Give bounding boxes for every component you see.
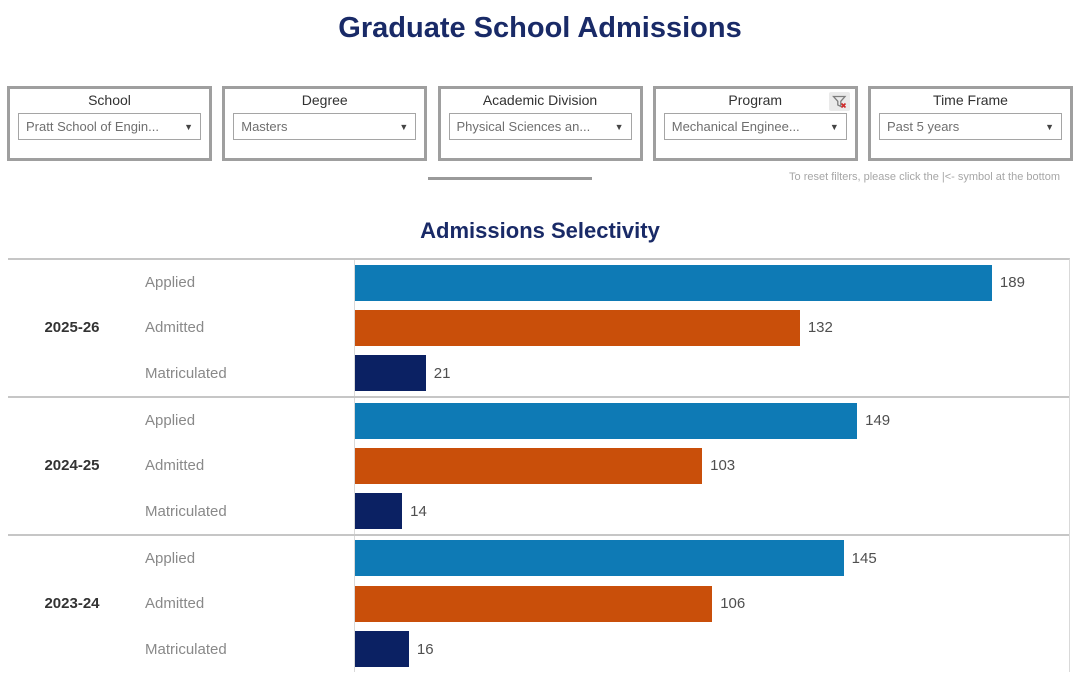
category-label: Admitted	[145, 319, 205, 337]
dropdown-value: Pratt School of Engin...	[26, 119, 159, 134]
category-label: Matriculated	[145, 502, 227, 520]
bar-admitted[interactable]	[355, 585, 713, 622]
dropdown-value: Physical Sciences an...	[456, 119, 591, 134]
year-label: 2023-24	[44, 595, 100, 613]
category-label: Applied	[145, 549, 196, 567]
filter-card-academic-division: Academic Division Physical Sciences an..…	[437, 86, 643, 161]
funnel-x-icon	[831, 95, 847, 108]
dropdown-caret-icon[interactable]: ▼	[399, 121, 409, 132]
year-group: 2023-24 Applied 145 Admitted 106 Matricu…	[8, 533, 1069, 672]
bar-zone: 145	[354, 535, 1069, 582]
bar-matriculated[interactable]	[355, 631, 409, 668]
bar-zone: 103	[354, 443, 1069, 489]
year-group: 2024-25 Applied 149 Admitted 103 Matricu…	[8, 395, 1069, 534]
dropdown-value: Masters	[241, 119, 288, 134]
chart-row: Matriculated 21	[136, 350, 1069, 396]
bar-value-label: 14	[410, 502, 427, 520]
bar-value-label: 145	[851, 549, 877, 567]
chart-row: Applied 145	[136, 535, 1069, 582]
bar-value-label: 106	[720, 595, 746, 613]
filter-card-program: Program Mechanical Enginee... ▼	[652, 86, 858, 161]
category-label: Admitted	[145, 595, 205, 613]
dropdown-caret-icon[interactable]: ▼	[614, 121, 624, 132]
bar-value-label: 16	[416, 640, 434, 658]
page-title: Graduate School Admissions	[338, 12, 742, 44]
bar-zone: 14	[354, 488, 1069, 534]
category-label: Admitted	[145, 457, 205, 475]
filter-bar: School Pratt School of Engin... ▼ Degree…	[7, 86, 1073, 161]
chart-row: Applied 149	[136, 397, 1069, 444]
category-label: Applied	[145, 412, 196, 430]
bar-zone: 16	[354, 626, 1069, 672]
bar-admitted[interactable]	[355, 447, 703, 484]
dropdown-caret-icon[interactable]: ▼	[1045, 121, 1054, 132]
chart-row: Admitted 132	[136, 305, 1069, 351]
bar-matriculated[interactable]	[355, 355, 426, 392]
academic-division-dropdown[interactable]: Physical Sciences an... ▼	[448, 113, 632, 140]
chart-row: Matriculated 14	[136, 488, 1069, 534]
filter-card-school: School Pratt School of Engin... ▼	[7, 86, 212, 161]
bar-applied[interactable]	[355, 540, 844, 577]
admissions-bar-chart: 2025-26 Applied 189 Admitted 132 Matricu…	[8, 258, 1070, 672]
chart-title: Admissions Selectivity	[420, 218, 660, 243]
filter-label: School	[88, 92, 131, 108]
filter-card-degree: Degree Masters ▼	[222, 86, 428, 161]
dropdown-caret-icon[interactable]: ▼	[829, 121, 839, 132]
bar-value-label: 103	[710, 457, 736, 475]
year-group: 2025-26 Applied 189 Admitted 132 Matricu…	[8, 260, 1069, 396]
horizontal-scrollbar[interactable]	[428, 177, 592, 180]
bar-value-label: 21	[433, 364, 451, 382]
bar-zone: 189	[354, 260, 1069, 306]
filter-subrow: To reset filters, please click the |<- s…	[0, 161, 1080, 193]
bar-zone: 149	[354, 397, 1069, 444]
category-label: Matriculated	[145, 364, 227, 382]
dropdown-value: Past 5 years	[887, 119, 960, 134]
dropdown-value: Mechanical Enginee...	[671, 119, 800, 134]
degree-dropdown[interactable]: Masters ▼	[233, 113, 417, 140]
category-label: Matriculated	[145, 640, 227, 658]
chart-row: Matriculated 16	[136, 626, 1069, 672]
filter-label: Time Frame	[933, 92, 1008, 108]
dropdown-caret-icon[interactable]: ▼	[184, 121, 193, 132]
category-label: Applied	[145, 274, 196, 292]
year-label: 2025-26	[44, 319, 100, 337]
bar-value-label: 189	[999, 274, 1025, 292]
school-dropdown[interactable]: Pratt School of Engin... ▼	[18, 113, 201, 140]
bar-value-label: 132	[807, 319, 833, 337]
filter-label: Academic Division	[482, 92, 598, 108]
bar-value-label: 149	[865, 412, 891, 430]
reset-hint-text: To reset filters, please click the |<- s…	[789, 171, 1060, 183]
filter-label: Degree	[301, 92, 348, 108]
bar-applied[interactable]	[355, 402, 858, 439]
bar-admitted[interactable]	[355, 309, 800, 346]
bar-zone: 21	[354, 350, 1069, 396]
chart-row: Admitted 106	[136, 581, 1069, 627]
clear-filter-icon[interactable]	[828, 92, 850, 111]
chart-row: Applied 189	[136, 260, 1069, 306]
bar-zone: 106	[354, 581, 1069, 627]
filter-card-time-frame: Time Frame Past 5 years ▼	[868, 86, 1073, 161]
bar-matriculated[interactable]	[355, 493, 403, 530]
chart-row: Admitted 103	[136, 443, 1069, 489]
filter-label: Program	[728, 92, 783, 108]
program-dropdown[interactable]: Mechanical Enginee... ▼	[663, 113, 847, 140]
year-label: 2024-25	[44, 457, 100, 475]
bar-zone: 132	[354, 305, 1069, 351]
bar-applied[interactable]	[355, 264, 992, 301]
time-frame-dropdown[interactable]: Past 5 years ▼	[879, 113, 1062, 140]
